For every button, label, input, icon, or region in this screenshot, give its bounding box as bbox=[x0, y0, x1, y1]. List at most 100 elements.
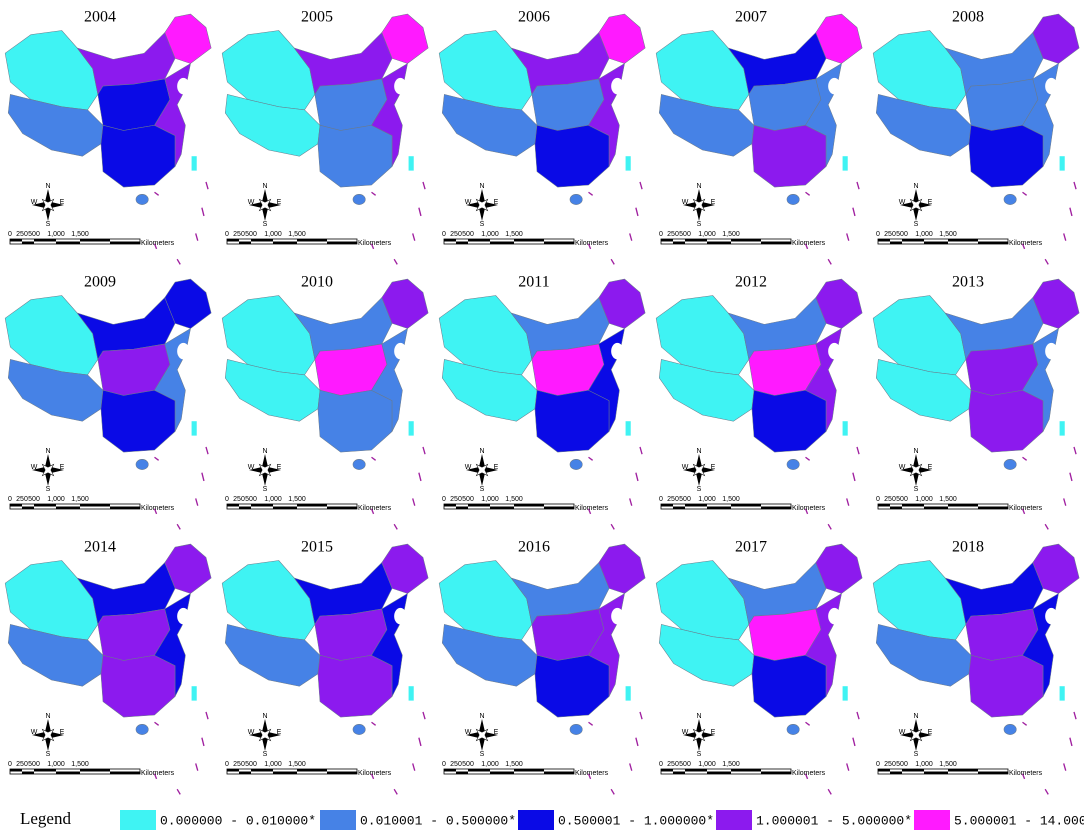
year-label: 2006 bbox=[518, 9, 550, 26]
scale-label: 500 bbox=[245, 496, 257, 503]
map-panel: 2014 N S E W 0 250 500 1,000 1,500 Kilometers bbox=[4, 539, 212, 795]
scale-segment bbox=[685, 239, 707, 242]
scale-segment bbox=[707, 241, 731, 244]
scale-label: 500 bbox=[28, 496, 40, 503]
scale-segment bbox=[890, 506, 902, 509]
scale-label: 250 bbox=[450, 761, 462, 768]
hainan bbox=[786, 459, 800, 470]
scale-unit: Kilometers bbox=[792, 240, 826, 247]
boundary-dash bbox=[153, 243, 158, 250]
province-region bbox=[381, 543, 429, 594]
bohai-sea bbox=[1045, 607, 1058, 625]
scale-segment bbox=[80, 504, 110, 507]
scale-label: 1,500 bbox=[288, 231, 306, 238]
compass-letter: N bbox=[45, 183, 50, 190]
china-map bbox=[221, 13, 429, 265]
scale-unit: Kilometers bbox=[1009, 240, 1043, 247]
compass-letter: W bbox=[899, 464, 906, 471]
boundary-dash bbox=[587, 773, 592, 780]
scale-segment bbox=[731, 239, 761, 242]
scale-label: 500 bbox=[896, 231, 908, 238]
boundary-dash bbox=[805, 721, 811, 726]
scale-label: 500 bbox=[896, 496, 908, 503]
province-region bbox=[751, 654, 827, 718]
scale-label: 250 bbox=[667, 496, 679, 503]
province-region bbox=[317, 654, 393, 718]
compass-letter: N bbox=[45, 448, 50, 455]
compass-letter: E bbox=[711, 464, 716, 471]
hainan bbox=[352, 194, 366, 205]
scale-segment bbox=[761, 771, 791, 774]
scale-label: 0 bbox=[876, 231, 880, 238]
boundary-dash bbox=[610, 788, 615, 795]
compass-star bbox=[692, 198, 706, 212]
boundary-dash bbox=[856, 446, 860, 455]
compass: N S E W bbox=[682, 183, 716, 228]
scale-unit: Kilometers bbox=[141, 505, 175, 512]
boundary-dash bbox=[205, 446, 209, 455]
legend-swatch bbox=[914, 810, 950, 830]
scale-segment bbox=[661, 769, 673, 772]
scale-label: 250 bbox=[884, 496, 896, 503]
scale-segment bbox=[110, 241, 140, 244]
bohai-sea bbox=[611, 342, 624, 360]
scale-label: 1,500 bbox=[939, 496, 957, 503]
taiwan bbox=[408, 156, 414, 171]
compass-letter: N bbox=[45, 713, 50, 720]
compass-star bbox=[475, 198, 489, 212]
boundary-dash bbox=[588, 456, 594, 461]
scale-label: 500 bbox=[896, 761, 908, 768]
taiwan bbox=[625, 421, 631, 436]
scale-segment bbox=[10, 504, 22, 507]
boundary-dash bbox=[1063, 763, 1067, 771]
china-map bbox=[221, 543, 429, 795]
compass-letter: W bbox=[899, 199, 906, 206]
legend-label: 0.000000 - 0.010000* bbox=[160, 813, 316, 828]
boundary-dash bbox=[639, 181, 643, 190]
taiwan bbox=[408, 421, 414, 436]
china-map bbox=[221, 278, 429, 530]
scale-label: 1,500 bbox=[71, 496, 89, 503]
scale-segment bbox=[444, 769, 456, 772]
scale-segment bbox=[444, 504, 456, 507]
compass-letter: S bbox=[697, 751, 702, 758]
taiwan bbox=[1059, 686, 1065, 701]
scale-segment bbox=[544, 506, 574, 509]
boundary-dash bbox=[418, 472, 422, 482]
compass-letter: S bbox=[46, 751, 51, 758]
boundary-dash bbox=[629, 498, 633, 506]
china-map bbox=[655, 278, 863, 530]
compass: N S E W bbox=[899, 713, 933, 758]
boundary-dash bbox=[201, 207, 205, 217]
boundary-dash bbox=[856, 181, 860, 190]
compass-star bbox=[258, 463, 272, 477]
province-region bbox=[751, 389, 827, 453]
scale-segment bbox=[661, 239, 673, 242]
scale-segment bbox=[902, 769, 924, 772]
bohai-sea bbox=[828, 342, 841, 360]
china-map bbox=[655, 13, 863, 265]
compass: N S E W bbox=[465, 713, 499, 758]
province-region bbox=[164, 278, 212, 329]
scale-segment bbox=[239, 241, 251, 244]
province-region bbox=[598, 13, 646, 64]
map-panel: 2013 N S E W 0 250 500 1,000 1,500 Kilometers bbox=[872, 274, 1080, 530]
compass-letter: S bbox=[697, 221, 702, 228]
compass-letter: S bbox=[263, 486, 268, 493]
scale-segment bbox=[544, 241, 574, 244]
compass-letter: E bbox=[711, 729, 716, 736]
compass-star bbox=[258, 728, 272, 742]
compass-letter: E bbox=[60, 199, 65, 206]
boundary-dash bbox=[1021, 773, 1026, 780]
hainan bbox=[1003, 724, 1017, 735]
compass-star bbox=[258, 198, 272, 212]
province-region bbox=[381, 278, 429, 329]
boundary-dash bbox=[1022, 456, 1028, 461]
compass-letter: W bbox=[31, 729, 38, 736]
scale-unit: Kilometers bbox=[1009, 770, 1043, 777]
map-panel: 2011 N S E W 0 250 500 1,000 1,500 Kilometers bbox=[438, 274, 646, 530]
scale-segment bbox=[327, 506, 357, 509]
boundary-dash bbox=[852, 207, 856, 217]
legend-label: 1.000001 - 5.000000* bbox=[756, 813, 912, 828]
china-map bbox=[4, 278, 212, 530]
